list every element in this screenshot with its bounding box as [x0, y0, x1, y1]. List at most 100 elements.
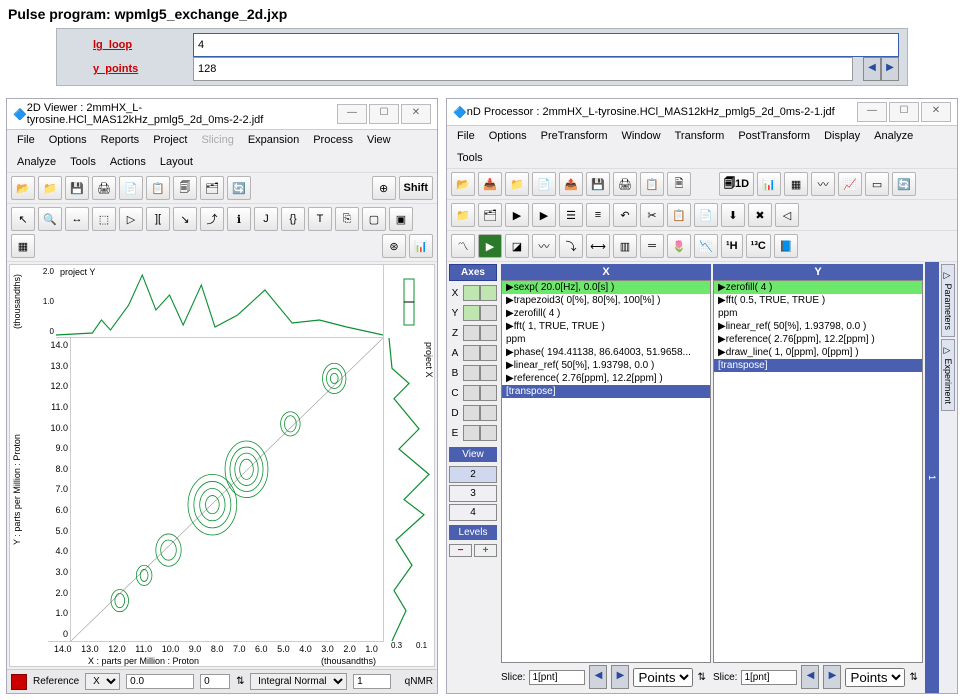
f2-icon[interactable]: 🗂 [478, 203, 502, 227]
list-item[interactable]: ▶linear_ref( 50[%], 1.93798, 0.0 ) [714, 320, 922, 333]
yproc-icon[interactable]: 📊 [757, 172, 781, 196]
level-minus[interactable]: − [449, 544, 472, 557]
side-tab[interactable]: ▷ Experiment [941, 339, 955, 411]
curly-icon[interactable]: {} [281, 207, 305, 231]
dup-icon[interactable]: 🗐 [173, 176, 197, 200]
menu-icon[interactable]: ≡ [586, 203, 610, 227]
close-button[interactable]: ✕ [401, 104, 431, 124]
list-item[interactable]: ▶zerofill( 4 ) [502, 307, 710, 320]
savep-icon[interactable]: 📄 [532, 172, 556, 196]
menu-view[interactable]: View [363, 132, 395, 148]
wave-icon[interactable]: 〰 [811, 172, 835, 196]
close-button[interactable]: ✕ [921, 102, 951, 122]
list-icon[interactable]: 📋 [640, 172, 664, 196]
menu-window[interactable]: Window [617, 128, 664, 144]
axis-row-A[interactable]: A [449, 343, 497, 363]
list-item[interactable]: ▶draw_line( 1, 0[ppm], 0[ppm] ) [714, 346, 922, 359]
t1-icon[interactable]: 〽 [451, 234, 475, 258]
refresh-icon[interactable]: 🔄 [892, 172, 916, 196]
t2-icon[interactable]: ▶ [478, 234, 502, 258]
open2-icon[interactable]: 📁 [38, 176, 62, 200]
int-value[interactable] [353, 674, 391, 689]
slice-x-prev[interactable]: ◀ [589, 665, 607, 689]
t3-icon[interactable]: ◪ [505, 234, 529, 258]
t5-icon[interactable]: ⤵ [559, 234, 583, 258]
peak-icon[interactable]: ⤴ [200, 207, 224, 231]
f1-icon[interactable]: 📁 [451, 203, 475, 227]
axis-row-D[interactable]: D [449, 403, 497, 423]
zoom-icon[interactable]: 🔍 [38, 207, 62, 231]
list-item[interactable]: ▶zerofill( 4 ) [714, 281, 922, 294]
import-icon[interactable]: 📥 [478, 172, 502, 196]
open-icon[interactable]: 📂 [11, 176, 35, 200]
list-item[interactable]: [transpose] [714, 359, 922, 372]
list-item[interactable]: ppm [714, 307, 922, 320]
ab-icon[interactable]: ⎘ [335, 207, 359, 231]
runy-icon[interactable]: ▶ [532, 203, 556, 227]
t4-icon[interactable]: 〰 [532, 234, 556, 258]
13c-icon[interactable]: ¹³C [746, 234, 771, 258]
min-button[interactable]: — [857, 102, 887, 122]
j-icon[interactable]: J [254, 207, 278, 231]
menu-transform[interactable]: Transform [671, 128, 729, 144]
peak-icon[interactable]: 📈 [838, 172, 862, 196]
copy-icon[interactable]: 📋 [667, 203, 691, 227]
refresh-icon[interactable]: 🔄 [227, 176, 251, 200]
menu-actions[interactable]: Actions [106, 154, 150, 170]
list-item[interactable]: [transpose] [502, 385, 710, 398]
list-item[interactable]: ppm [502, 333, 710, 346]
slice-x-units[interactable]: Points [633, 668, 693, 687]
print-icon[interactable]: 🖨 [613, 172, 637, 196]
y-points-next[interactable]: ▶ [881, 57, 899, 81]
stack-icon[interactable]: 🗂 [200, 176, 224, 200]
box1-icon[interactable]: ▢ [362, 207, 386, 231]
axis-row-E[interactable]: E [449, 423, 497, 443]
menu-analyze[interactable]: Analyze [13, 154, 60, 170]
cut-icon[interactable]: ✂ [640, 203, 664, 227]
info-icon[interactable]: ℹ [227, 207, 251, 231]
min-button[interactable]: — [337, 104, 367, 124]
max-button[interactable]: ☐ [889, 102, 919, 122]
contour-plot[interactable] [71, 338, 384, 641]
y-points-input[interactable] [193, 57, 853, 81]
menu-slicing[interactable]: Slicing [197, 132, 237, 148]
axis-row-Y[interactable]: Y [449, 303, 497, 323]
view-2[interactable]: 2 [449, 466, 497, 483]
ruler-icon[interactable]: ↘ [173, 207, 197, 231]
axis-select[interactable]: X [85, 673, 120, 690]
slice-y-next[interactable]: ▶ [823, 665, 841, 689]
slice-x-value[interactable] [529, 670, 585, 685]
menu-options[interactable]: Options [45, 132, 91, 148]
x-list[interactable]: ▶sexp( 20.0[Hz], 0.0[s] )▶trapezoid3( 0[… [501, 280, 711, 663]
save-icon[interactable]: 💾 [586, 172, 610, 196]
sel-icon[interactable]: ⬚ [92, 207, 116, 231]
slice-y-units[interactable]: Points [845, 668, 905, 687]
list-item[interactable]: ▶fft( 0.5, TRUE, TRUE ) [714, 294, 922, 307]
list-item[interactable]: ▶reference( 2.76[ppm], 12.2[ppm] ) [714, 333, 922, 346]
open-icon[interactable]: 📂 [451, 172, 475, 196]
t6-icon[interactable]: ⟷ [586, 234, 610, 258]
slice-y-value[interactable] [741, 670, 797, 685]
box2-icon[interactable]: ▣ [389, 207, 413, 231]
integral-select[interactable]: Integral Normal [250, 673, 347, 690]
down-icon[interactable]: ⬇ [721, 203, 745, 227]
1h-icon[interactable]: ¹H [721, 234, 743, 258]
menu-pretransform[interactable]: PreTransform [537, 128, 612, 144]
t7-icon[interactable]: ▥ [613, 234, 637, 258]
target-icon[interactable]: ⊕ [372, 176, 396, 200]
axis-icon[interactable]: 📊 [409, 234, 433, 258]
save-icon[interactable]: 💾 [65, 176, 89, 200]
level-plus[interactable]: + [474, 544, 497, 557]
ref-value[interactable] [126, 674, 194, 689]
max-button[interactable]: ☐ [369, 104, 399, 124]
t10-icon[interactable]: 📉 [694, 234, 718, 258]
y-points-prev[interactable]: ◀ [863, 57, 881, 81]
undo-icon[interactable]: ↶ [613, 203, 637, 227]
pointer-icon[interactable]: ↖ [11, 207, 35, 231]
list-item[interactable]: ▶linear_ref( 50[%], 1.93798, 0.0 ) [502, 359, 710, 372]
list-item[interactable]: ▶reference( 2.76[ppm], 12.2[ppm] ) [502, 372, 710, 385]
list-item[interactable]: ▶phase( 194.41138, 86.64003, 51.9658... [502, 346, 710, 359]
menu-expansion[interactable]: Expansion [244, 132, 303, 148]
props-icon[interactable]: 🗎 [667, 172, 691, 196]
axis-row-C[interactable]: C [449, 383, 497, 403]
